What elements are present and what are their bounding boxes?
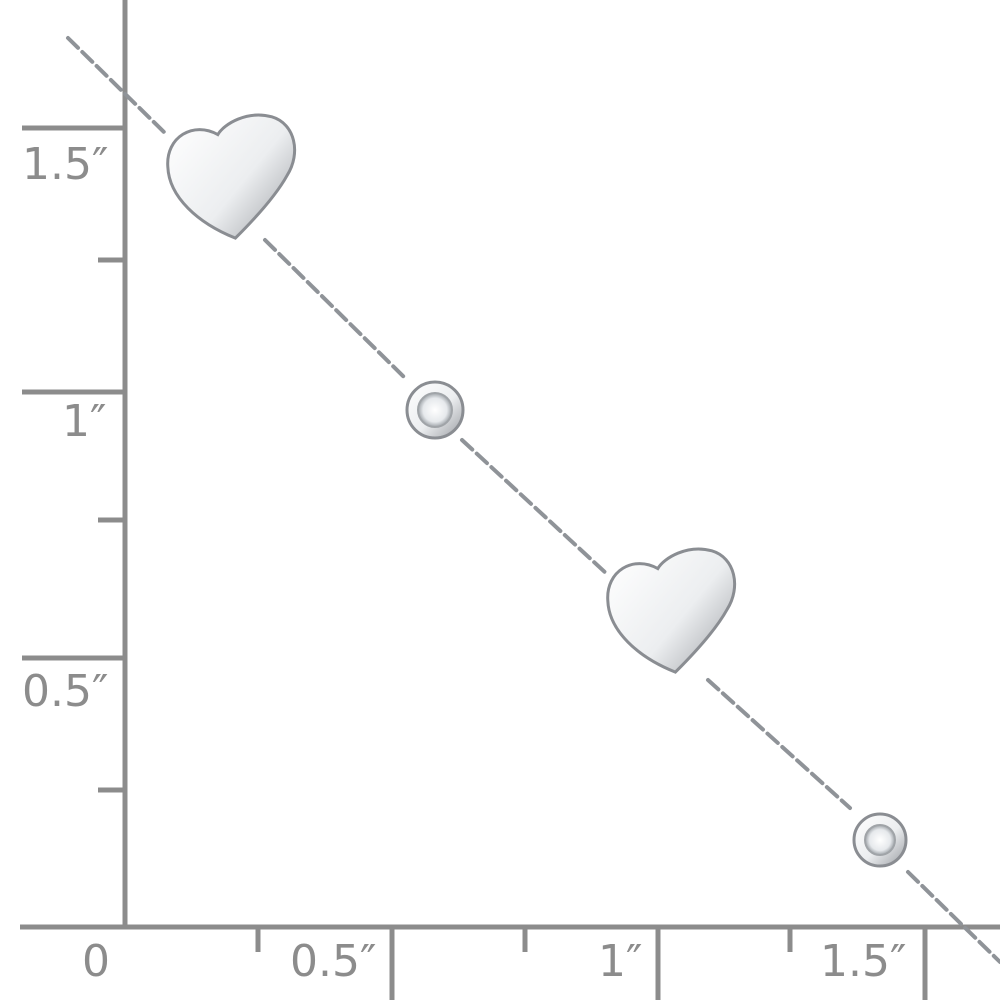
ruler-label-vertical: 1″	[62, 396, 107, 447]
ruler-label-horizontal: 1″	[598, 936, 643, 987]
ruler-label-vertical: 1.5″	[22, 139, 109, 190]
heart-charm	[166, 113, 297, 240]
chain	[66, 36, 1000, 964]
bezel-stone	[852, 812, 908, 868]
ruler-label-horizontal: 1.5″	[820, 936, 907, 987]
ruler-label-vertical: 0.5″	[22, 666, 109, 717]
heart-charm	[606, 547, 737, 674]
ruler-label-horizontal: 0.5″	[290, 936, 377, 987]
bezel-stone	[405, 380, 465, 440]
ruler-label-horizontal: 0	[82, 936, 110, 987]
ruler	[20, 0, 1000, 1000]
